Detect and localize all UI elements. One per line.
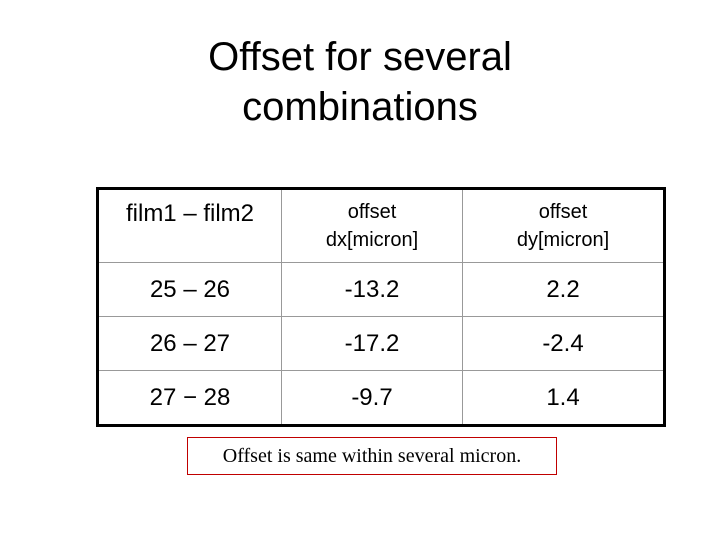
offset-table: film1 – film2 offset dx[micron] offset dy[… — [96, 187, 666, 427]
table-row: 26 – 27 -17.2 -2.4 — [97, 316, 665, 371]
table-cell: -2.4 — [462, 316, 665, 371]
table-body: film1 – film2 offset dx[micron] offset dy[… — [97, 188, 665, 426]
header-text: film1 – film2 — [125, 200, 255, 227]
slide-title: Offset for several combinations — [208, 35, 512, 129]
table-cell: -17.2 — [281, 316, 463, 371]
table-cell: 1.4 — [462, 370, 665, 426]
table-cell: 26 – 27 — [97, 316, 282, 371]
table-row: 27 − 28 -9.7 1.4 — [97, 370, 665, 426]
header-cell: offset dy[micron] — [462, 188, 665, 263]
table-cell: 2.2 — [462, 262, 665, 317]
header-row: film1 – film2 offset dx[micron] offset dy[… — [97, 188, 665, 263]
table-cell: 25 – 26 — [97, 262, 282, 317]
table-cell: -9.7 — [281, 370, 463, 426]
header-cell: film1 – film2 — [97, 188, 282, 263]
header-cell: offset dx[micron] — [281, 188, 463, 263]
table-row: 25 – 26 -13.2 2.2 — [97, 262, 665, 317]
note-box: Offset is same within several micron. — [187, 437, 557, 475]
table-cell: 27 − 28 — [97, 370, 282, 426]
header-text: offset dx[micron] — [325, 201, 419, 251]
table-cell: -13.2 — [281, 262, 463, 317]
header-text: offset dy[micron] — [516, 201, 610, 251]
